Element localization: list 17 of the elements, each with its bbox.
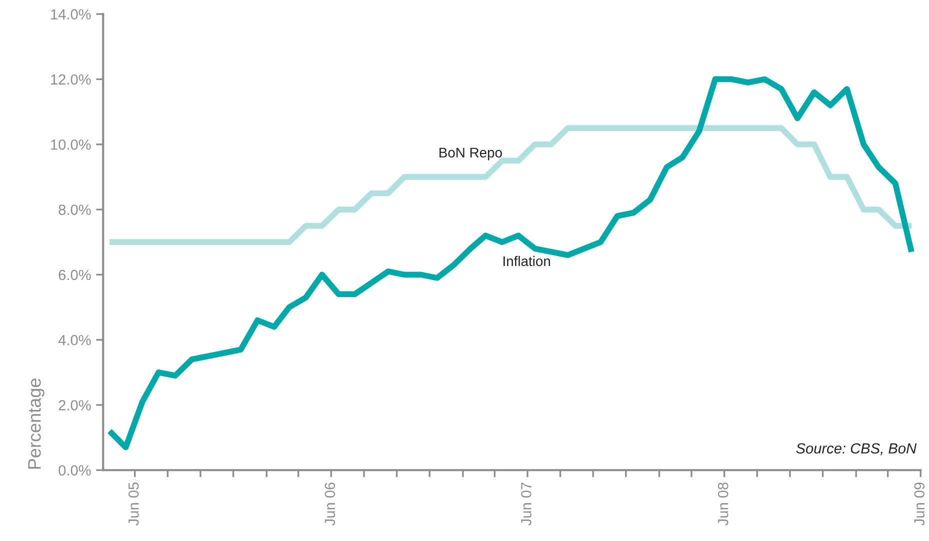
x-tick-label: Jun 05 (128, 482, 139, 526)
x-tick-label: Jun 09 (914, 482, 925, 526)
y-tick-label: 6.0% (58, 270, 91, 280)
annotation: Source: CBS, BoN (796, 443, 917, 456)
y-tick-label: 12.0% (51, 74, 91, 85)
y-tick-label: 4.0% (58, 334, 91, 346)
series-label: Inflation (504, 256, 550, 266)
series-label: BoN Repo (440, 148, 502, 160)
x-tick-label: Jun 07 (521, 482, 532, 526)
y-tick-label: 10.0% (51, 139, 91, 150)
x-tick-label: Jun 08 (718, 482, 728, 526)
x-tick-label: Jun 06 (324, 482, 336, 526)
y-tick-label: 0.0% (58, 465, 91, 476)
y-tick-label: 2.0% (58, 400, 91, 410)
y-axis-title: Percentage (28, 378, 44, 469)
y-tick-label: 8.0% (58, 204, 91, 215)
y-tick-label: 14.0% (51, 9, 91, 20)
